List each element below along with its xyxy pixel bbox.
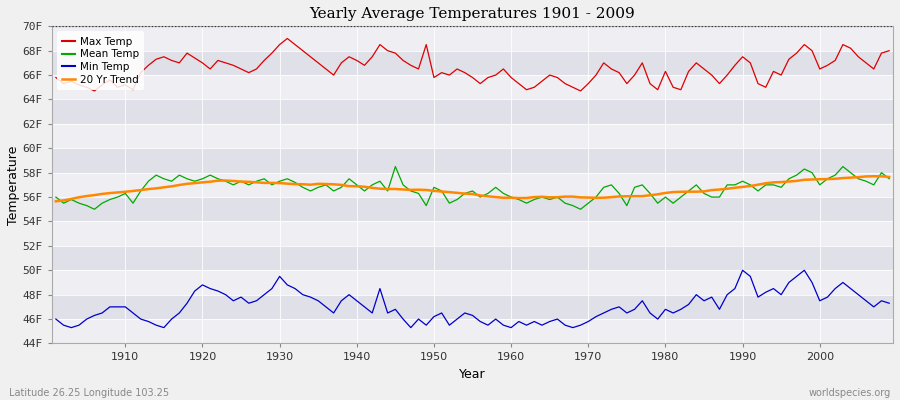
- Legend: Max Temp, Mean Temp, Min Temp, 20 Yr Trend: Max Temp, Mean Temp, Min Temp, 20 Yr Tre…: [58, 32, 145, 90]
- Bar: [52, 124, 893, 148]
- Title: Yearly Average Temperatures 1901 - 2009: Yearly Average Temperatures 1901 - 2009: [310, 7, 635, 21]
- Bar: [52, 26, 893, 51]
- Text: worldspecies.org: worldspecies.org: [809, 388, 891, 398]
- Text: Latitude 26.25 Longitude 103.25: Latitude 26.25 Longitude 103.25: [9, 388, 169, 398]
- Bar: [52, 222, 893, 246]
- X-axis label: Year: Year: [459, 368, 486, 381]
- Y-axis label: Temperature: Temperature: [7, 145, 20, 224]
- Bar: [52, 75, 893, 100]
- Bar: [52, 270, 893, 295]
- Bar: [52, 319, 893, 344]
- Bar: [52, 173, 893, 197]
